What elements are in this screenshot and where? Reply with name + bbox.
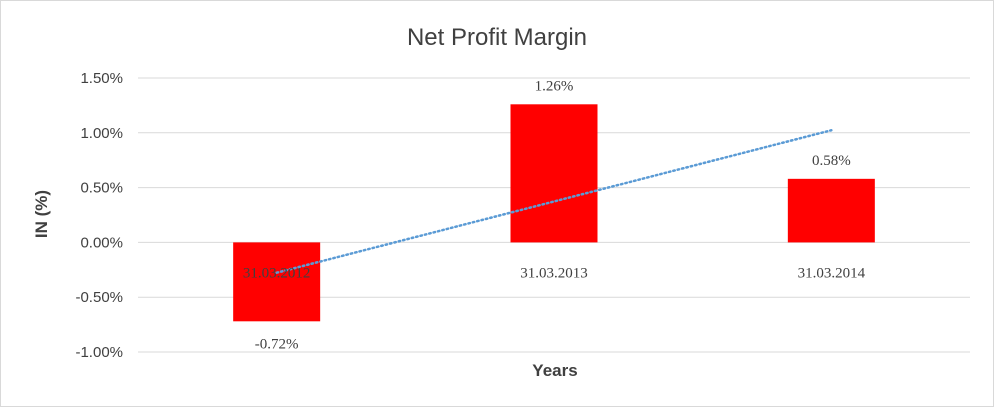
y-tick-label: -0.50% bbox=[75, 289, 123, 306]
data-label: -0.72% bbox=[255, 336, 299, 352]
bar bbox=[233, 242, 321, 322]
x-axis-label: Years bbox=[532, 361, 577, 380]
category-label: 31.03.2012 bbox=[243, 265, 311, 281]
y-tick-label: 1.00% bbox=[80, 125, 123, 142]
y-axis-label: IN (%) bbox=[32, 190, 51, 238]
data-label: 1.26% bbox=[535, 78, 574, 94]
category-label: 31.03.2014 bbox=[798, 265, 866, 281]
bar bbox=[510, 104, 598, 243]
y-tick-label: 0.50% bbox=[80, 180, 123, 197]
trendline bbox=[275, 128, 833, 274]
y-tick-label: 1.50% bbox=[80, 70, 123, 87]
category-label: 31.03.2013 bbox=[520, 265, 588, 281]
data-label: 0.58% bbox=[812, 153, 851, 169]
bar bbox=[787, 178, 875, 243]
y-tick-label: -1.00% bbox=[75, 344, 123, 361]
y-tick-label: 0.00% bbox=[80, 234, 123, 251]
chart-title: Net Profit Margin bbox=[407, 24, 587, 51]
